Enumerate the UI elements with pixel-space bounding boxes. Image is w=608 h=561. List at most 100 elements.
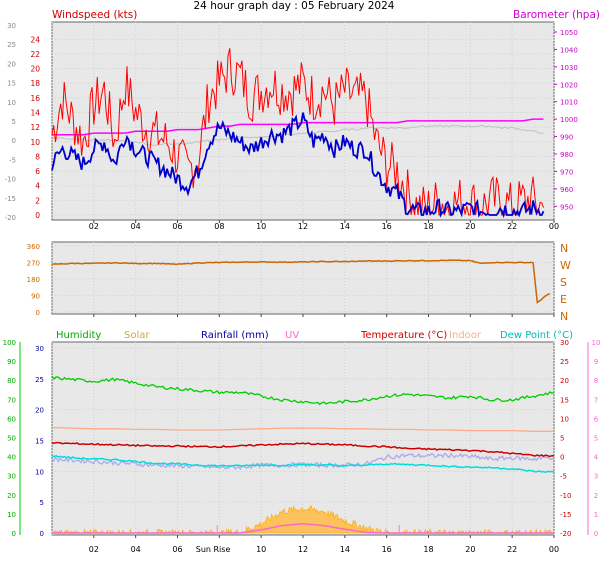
wind-tick-label-inner: 4: [35, 182, 40, 191]
direction-grid: [51, 242, 555, 314]
x-axis-ticks: 02 02 04 04 06 06 08 10 10 12 12 14 14 16 16 18 18 20 20 22…: [89, 220, 559, 554]
legend-solar: Solar: [124, 330, 150, 341]
wx-tick-label-inner: 30: [35, 345, 44, 353]
dir-compass-label: E: [560, 293, 567, 306]
wx-tick-label-outer: 50: [7, 435, 16, 443]
legend-indoor: Indoor: [449, 330, 482, 341]
wx-tick-label-outer: 20: [7, 492, 16, 500]
wx-tick-label-outer: 0: [12, 530, 16, 538]
weather-legend: Humidity Solar Rainfall (mm) UV Temperature …: [56, 330, 573, 341]
legend-uv: UV: [285, 330, 299, 341]
wind-tick-label-outer: 10: [7, 99, 16, 107]
wind-tick-label-outer: 15: [7, 80, 16, 88]
wind-tick-label-outer: -5: [9, 156, 16, 164]
wind-tick-label-inner: 20: [30, 65, 40, 74]
wx-tick-label-outer: 30: [7, 473, 16, 481]
baro-tick-label: 970: [560, 168, 573, 176]
temp-tick-label: -20: [560, 530, 571, 538]
baro-tick-label: 1020: [560, 81, 578, 89]
temperature-line: [51, 441, 555, 458]
uv-tick-label: 2: [594, 492, 598, 500]
chart-title: 24 hour graph day : 05 February 2024: [194, 0, 395, 12]
dir-compass-label: W: [560, 259, 571, 272]
wind-tick-label-inner: 0: [35, 211, 40, 220]
temp-tick-label: 10: [560, 415, 569, 423]
baro-tick-label: 1000: [560, 116, 578, 124]
baro-tick-label: 1030: [560, 64, 578, 72]
x-tick-label-weather: 14: [340, 545, 350, 554]
uv-tick-label: 6: [594, 415, 599, 423]
temp-tick-label: -5: [560, 473, 567, 481]
wx-tick-label-outer: 100: [3, 339, 16, 347]
dir-compass-label: N: [560, 310, 568, 323]
temp-tick-label: -10: [560, 492, 571, 500]
legend-humidity: Humidity: [56, 330, 101, 341]
uv-tick-label: 0: [594, 530, 598, 538]
weather-grid: [51, 342, 555, 535]
x-tick-label-wind: 10: [256, 222, 266, 231]
x-tick-label-wind: 20: [465, 222, 475, 231]
x-tick-label-weather: 00: [549, 545, 559, 554]
baro-tick-label: 1040: [560, 46, 578, 54]
temp-tick-label: -15: [560, 511, 571, 519]
dir-compass-label: N: [560, 242, 568, 255]
uv-line: [52, 523, 554, 534]
baro-tick-label: 1050: [560, 29, 578, 37]
baro-tick-label: 950: [560, 203, 573, 211]
dir-tick-label: 270: [27, 260, 40, 268]
wx-tick-label-outer: 70: [7, 396, 16, 404]
windspeed-label: Windspeed (kts): [52, 9, 137, 21]
wx-tick-label-outer: 60: [7, 415, 16, 423]
uv-tick-label: 10: [592, 339, 601, 347]
temp-tick-label: 5: [560, 435, 564, 443]
wind-series: [51, 48, 545, 219]
weather-series: Sun Rise: [51, 375, 555, 554]
humidity-line: [51, 375, 555, 406]
direction-series: [52, 259, 551, 304]
direction-line: [52, 259, 551, 304]
wind-tick-label-outer: 25: [7, 41, 16, 49]
wx-tick-label-inner: 20: [35, 407, 44, 415]
uv-tick-label: 5: [594, 435, 598, 443]
uv-tick-label: 7: [594, 396, 598, 404]
dir-tick-label: 0: [36, 309, 40, 317]
temp-tick-label: 0: [560, 454, 564, 462]
dir-tick-label: 180: [27, 276, 40, 284]
x-tick-label-weather: 20: [465, 545, 475, 554]
rainfall-line: [51, 452, 555, 470]
x-tick-label-weather: 16: [382, 545, 392, 554]
uv-tick-label: 9: [594, 358, 598, 366]
x-tick-label-weather: 02: [89, 545, 99, 554]
temp-tick-label: 20: [560, 377, 569, 385]
wx-tick-label-inner: 25: [35, 376, 44, 384]
wind-tick-label-outer: 30: [7, 22, 16, 30]
x-tick-label-wind: 12: [298, 222, 308, 231]
legend-dew: Dew Point (°C): [500, 330, 573, 341]
wx-tick-label-inner: 10: [35, 468, 44, 476]
legend-rain: Rainfall (mm): [201, 330, 269, 341]
uv-tick-label: 1: [594, 511, 598, 519]
wind-tick-label-inner: 10: [30, 138, 40, 147]
baro-tick-label: 990: [560, 134, 573, 142]
wind-tick-label-outer: 20: [7, 60, 16, 68]
wind-tick-label-outer: -20: [5, 214, 16, 222]
wind-tick-label-inner: 12: [30, 123, 40, 132]
baro-tick-label: 960: [560, 186, 573, 194]
wind-tick-label-outer: -10: [5, 176, 16, 184]
wind-tick-label-inner: 18: [30, 79, 40, 88]
x-tick-label-wind: 00: [549, 222, 559, 231]
wind-tick-label-outer: 5: [12, 118, 16, 126]
x-tick-label-wind: 18: [423, 222, 433, 231]
baro-tick-label: 1010: [560, 99, 578, 107]
dir-compass-label: S: [560, 276, 567, 289]
uv-tick-label: 8: [594, 377, 598, 385]
wind-tick-label-inner: 16: [30, 94, 40, 103]
x-tick-label-weather: 22: [507, 545, 517, 554]
dir-tick-label: 90: [31, 293, 40, 301]
x-tick-label-wind: 16: [382, 222, 392, 231]
x-tick-label-weather: 18: [423, 545, 433, 554]
uv-tick-label: 3: [594, 473, 598, 481]
wind-tick-label-inner: 24: [30, 35, 40, 44]
